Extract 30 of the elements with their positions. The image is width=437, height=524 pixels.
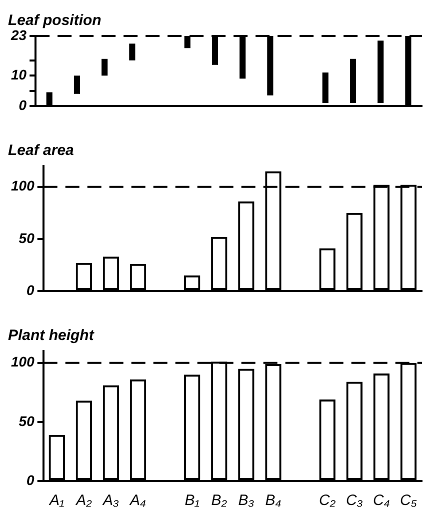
chart-title: Leaf position <box>8 12 102 30</box>
y-tick-label: 50 <box>18 230 35 246</box>
bar <box>378 40 384 103</box>
x-tick-label: C₃ <box>346 492 363 510</box>
y-tick-label: 10 <box>10 66 27 82</box>
x-tick-label: A₁ <box>48 492 65 510</box>
x-tick-label: B₄ <box>265 492 282 510</box>
y-tick-label: 23 <box>10 26 27 43</box>
x-tick-label: C₂ <box>319 492 336 510</box>
y-tick-label: 0 <box>26 472 35 488</box>
y-tick-label: 0 <box>18 96 27 113</box>
x-tick-label: B₃ <box>238 492 254 510</box>
bar <box>74 76 80 94</box>
chart-title: Plant height <box>8 327 95 344</box>
x-tick-label: B₂ <box>211 492 228 510</box>
bar <box>129 44 136 60</box>
x-tick-label: A₄ <box>129 492 146 510</box>
bar <box>350 58 356 103</box>
x-tick-label: C₄ <box>373 492 390 510</box>
chart-title: Leaf area <box>8 142 74 160</box>
y-tick-label: 100 <box>11 178 35 194</box>
bar <box>102 58 108 76</box>
x-tick-label: B₁ <box>184 492 200 510</box>
y-tick-label: 50 <box>18 412 35 429</box>
x-tick-label: C₅ <box>400 492 417 510</box>
x-tick-label: A₂ <box>75 492 92 510</box>
bar <box>322 72 328 103</box>
x-tick-label: A₃ <box>102 492 119 510</box>
y-tick-label: 100 <box>11 354 35 370</box>
y-tick-label: 0 <box>26 282 35 298</box>
